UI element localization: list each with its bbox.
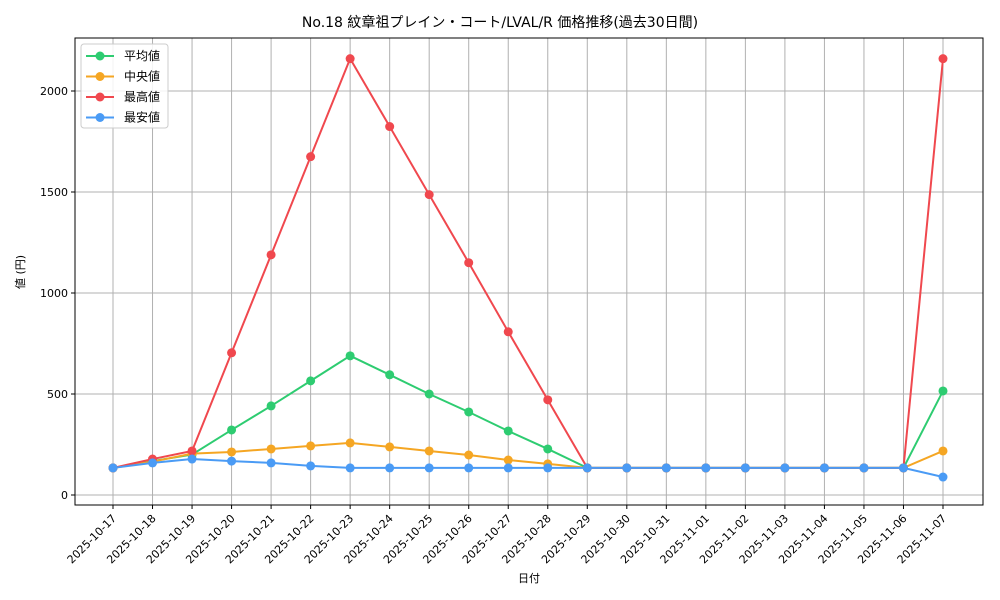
data-point (503, 426, 513, 436)
y-axis-label: 値 (円) (14, 255, 27, 289)
data-point (780, 463, 790, 473)
data-point (661, 463, 671, 473)
data-point (424, 190, 434, 200)
series-最高値 (108, 54, 948, 473)
legend-marker-icon (95, 92, 105, 102)
legend-item: 中央値 (86, 69, 160, 84)
chart-title: No.18 紋章祖プレイン・コート/LVAL/R 価格推移(過去30日間) (301, 15, 699, 31)
series-最安値 (108, 454, 948, 482)
data-point (464, 450, 474, 460)
grid-lines (75, 38, 983, 505)
data-point (345, 351, 355, 361)
legend-marker-icon (95, 51, 105, 61)
data-point (385, 463, 395, 473)
data-point (424, 389, 434, 399)
data-point (345, 463, 355, 473)
data-point (938, 472, 948, 482)
data-point (227, 348, 237, 358)
data-point (227, 447, 237, 457)
data-point (227, 425, 237, 435)
data-point (266, 401, 276, 411)
series-line (112, 458, 944, 478)
series-line (112, 441, 944, 469)
legend-label: 平均値 (124, 48, 160, 63)
y-tick-label: 0 (61, 489, 68, 502)
data-point (306, 441, 316, 451)
data-point (543, 395, 553, 405)
data-point (187, 454, 197, 464)
data-point (266, 250, 276, 260)
data-point (740, 463, 750, 473)
legend-box (80, 43, 169, 129)
data-point (464, 258, 474, 268)
data-point (582, 463, 592, 473)
data-point (701, 463, 711, 473)
data-point (819, 463, 829, 473)
y-tick-label: 1000 (40, 287, 68, 300)
data-point (187, 446, 197, 456)
data-point (306, 152, 316, 162)
data-point (148, 458, 158, 468)
data-point (938, 54, 948, 64)
series-line (112, 56, 944, 469)
data-point (424, 463, 434, 473)
data-point (266, 444, 276, 454)
data-point (306, 376, 316, 386)
x-axis-ticks: 2025-10-172025-10-182025-10-192025-10-20… (65, 505, 949, 566)
data-point (306, 461, 316, 471)
data-point (543, 444, 553, 454)
y-tick-label: 2000 (40, 85, 68, 98)
data-point (622, 463, 632, 473)
data-point (108, 463, 118, 473)
data-point (898, 463, 908, 473)
data-point (503, 455, 513, 465)
data-point (345, 54, 355, 64)
data-point (266, 458, 276, 468)
data-point (385, 442, 395, 452)
legend-item: 平均値 (86, 48, 160, 63)
legend-label: 最高値 (124, 89, 160, 104)
legend-label: 最安値 (124, 110, 160, 125)
data-point (385, 370, 395, 380)
x-axis-label: 日付 (518, 572, 540, 585)
y-axis-ticks: 0 500 1000 1500 2000 (40, 85, 75, 502)
legend-marker-icon (95, 113, 105, 122)
data-point (938, 446, 948, 456)
data-point (464, 407, 474, 417)
data-point (424, 446, 434, 456)
data-point (345, 438, 355, 448)
y-tick-label: 1500 (40, 186, 68, 199)
legend-item: 最安値 (86, 110, 160, 125)
legend-label: 中央値 (124, 69, 160, 84)
legend-marker-icon (95, 72, 105, 81)
legend-item: 最高値 (86, 89, 160, 104)
series-lines (108, 54, 948, 482)
y-tick-label: 500 (47, 388, 68, 401)
data-point (385, 122, 395, 132)
data-point (503, 463, 513, 473)
data-point (543, 463, 553, 473)
data-point (938, 386, 948, 396)
data-point (503, 327, 513, 337)
data-point (859, 463, 869, 473)
data-point (464, 463, 474, 473)
plot-area-frame (74, 37, 984, 506)
data-point (227, 456, 237, 466)
